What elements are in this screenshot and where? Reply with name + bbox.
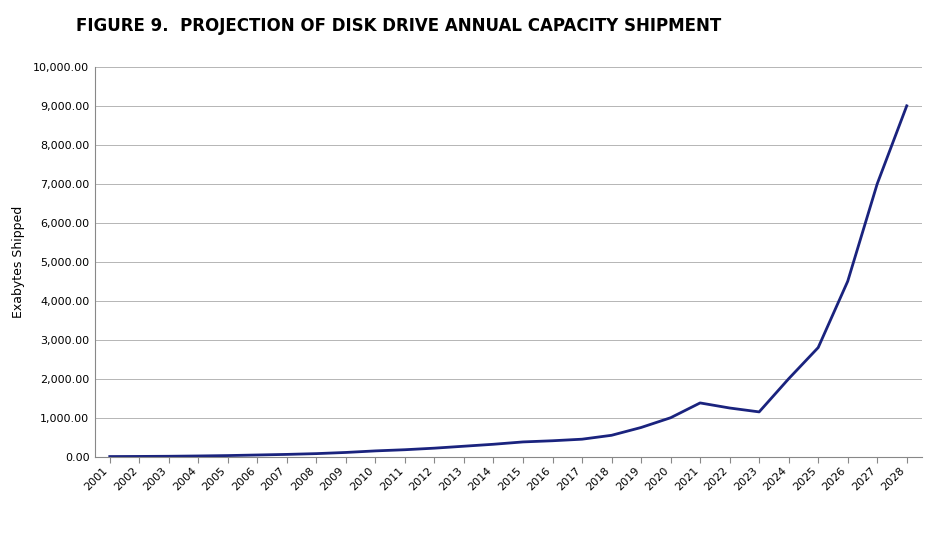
Text: FIGURE 9.  PROJECTION OF DISK DRIVE ANNUAL CAPACITY SHIPMENT: FIGURE 9. PROJECTION OF DISK DRIVE ANNUA… [76,17,721,35]
Y-axis label: Exabytes Shipped: Exabytes Shipped [12,206,25,318]
